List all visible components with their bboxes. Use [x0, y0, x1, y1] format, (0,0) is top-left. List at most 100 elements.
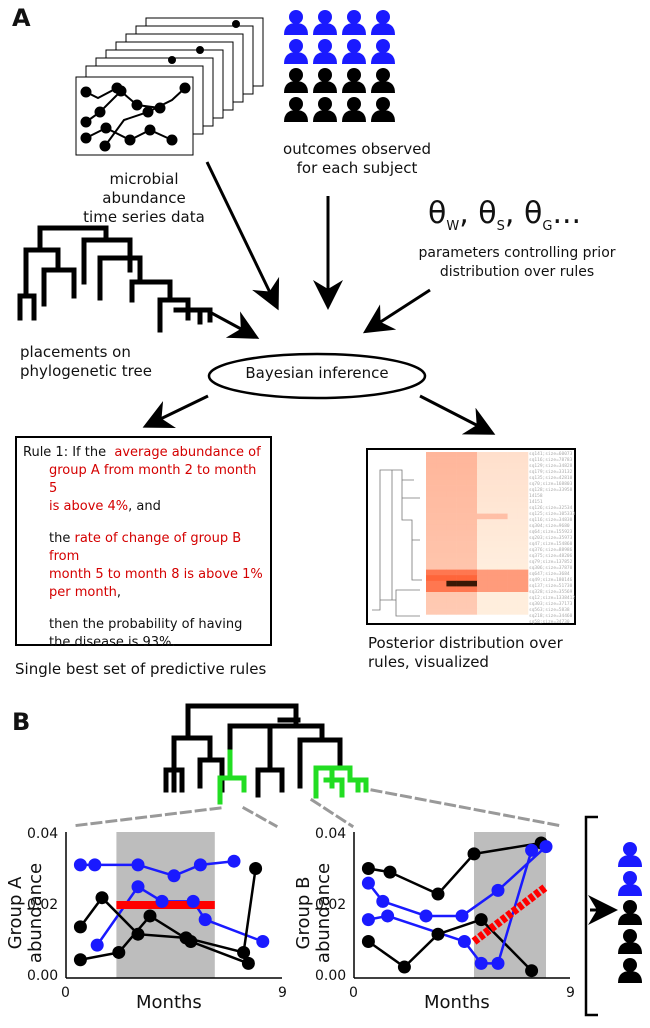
heatmap-cell: [497, 491, 508, 498]
params-label-line1: parameters controlling prior: [418, 245, 616, 261]
heatmap-cell: [477, 608, 488, 615]
heatmap-cell: [466, 485, 478, 492]
heatmap-cell: [466, 496, 478, 503]
heatmap-cell: [426, 552, 437, 559]
heatmap-cell: [456, 608, 468, 615]
heatmap-cell: [507, 569, 519, 576]
heatmap-cell: [517, 524, 529, 531]
tree-label: placements on phylogenetic tree: [20, 343, 152, 381]
heatmap-cell: [446, 508, 457, 514]
heatmap-cell: [436, 564, 447, 570]
outcomes-people-grid: [284, 10, 395, 122]
heatmap-cell: [487, 575, 498, 582]
theta-sub-w: W: [446, 219, 460, 234]
heatmap-cell: [517, 496, 529, 503]
heatmap-cell: [507, 536, 519, 542]
outcomes-label-line2: for each subject: [296, 159, 418, 177]
heatmap-row-label: sq12;size=1338412: [529, 596, 576, 601]
heatmap-cell: [436, 530, 447, 537]
heatmap-cell: [436, 468, 447, 475]
heatmap-cell: [507, 575, 519, 582]
heatmap-cell: [436, 496, 447, 503]
heatmap-cell: [466, 586, 478, 593]
heatmap-cell: [456, 530, 468, 537]
heatmap-cell: [517, 502, 529, 509]
heatmap-cell: [456, 592, 468, 598]
heatmap-cell: [466, 480, 478, 486]
heatmap-cell: [446, 463, 457, 470]
heatmap-cell: [507, 502, 519, 509]
heatmap-row-label: sq563;size=5838: [529, 608, 570, 613]
heatmap-cell: [456, 552, 468, 559]
heatmap-cell: [497, 592, 508, 598]
heatmap-cell: [466, 564, 478, 570]
heatmap-cell: [497, 480, 508, 486]
heatmap-cell: [436, 457, 447, 464]
heatmap-cell: [487, 463, 498, 470]
heatmap-cell: [436, 586, 447, 593]
heatmap-cell: [466, 592, 478, 598]
heatmap-row-label: sq58;size=34730: [529, 620, 570, 625]
heatmap-cell: [477, 485, 488, 492]
heatmap-cell: [477, 564, 488, 570]
series-point: [95, 891, 109, 905]
heatmap-cell: [477, 569, 488, 576]
heatmap-cell: [426, 468, 437, 475]
chart-a-xlabel: Months: [136, 992, 202, 1013]
heatmap-cell: [446, 496, 457, 503]
heatmap-cell: [477, 519, 488, 526]
microbial-label-line2: time series data: [83, 208, 205, 226]
heatmap-cell: [426, 474, 437, 481]
best-rules-label: Single best set of predictive rules: [15, 660, 267, 678]
heatmap-cell: [426, 513, 437, 520]
heatmap-cell: [487, 608, 498, 615]
series-point: [457, 935, 471, 948]
series-point: [167, 869, 181, 883]
heatmap-cell: [446, 480, 457, 486]
heatmap-cell: [436, 547, 447, 554]
heatmap-cell: [507, 608, 519, 615]
rule-prefix: Rule 1: If the: [23, 445, 107, 460]
theta-sub-s: S: [496, 219, 505, 234]
heatmap-cell: [436, 580, 447, 587]
heatmap-cell: [456, 463, 468, 470]
heatmap-cell: [446, 541, 457, 548]
heatmap-cell: [426, 519, 437, 526]
heatmap-row-label: sq64;size=155923: [529, 530, 573, 535]
heatmap-cell: [436, 463, 447, 470]
heatmap-cell: [436, 502, 447, 509]
heatmap-row-label: 14151: [529, 500, 543, 505]
heatmap-row-label: sq47;size=154860: [529, 542, 573, 547]
series-point: [361, 913, 375, 927]
rule-r2-line1: rate of change of group B from: [49, 531, 242, 564]
phylogenetic-tree-b: [70, 703, 564, 829]
heatmap-cell: [446, 513, 457, 520]
heatmap-cell: [517, 558, 529, 565]
chart-b-xlabel: Months: [424, 992, 490, 1013]
heatmap-cell: [497, 524, 508, 531]
panel-label-b: B: [12, 708, 31, 736]
heatmap-row-label: sq128;size=33958: [529, 488, 573, 493]
heatmap-row-label: sq179;size=33132: [529, 470, 573, 475]
heatmap-cell: [436, 541, 447, 548]
series-point: [193, 858, 207, 872]
chart-a-xtick-0: 0: [61, 985, 70, 1001]
heatmap-row-label: sq376;size=88986: [529, 548, 573, 553]
series-point: [397, 960, 411, 974]
series-point: [241, 956, 255, 970]
bracket-people: [618, 842, 642, 983]
rule-r1-line2: group A from month 2 to month 5: [49, 463, 257, 496]
heatmap-cell: [517, 508, 529, 514]
heatmap-cell: [477, 524, 488, 531]
series-point: [361, 876, 375, 890]
series-point: [73, 858, 87, 872]
heatmap-cell: [426, 558, 437, 565]
heatmap-cell: [446, 603, 457, 610]
heatmap-cell: [497, 508, 508, 514]
heatmap-cell: [477, 463, 488, 470]
heatmap-cell: [517, 541, 529, 548]
heatmap-cell: [436, 508, 447, 514]
heatmap-cell: [477, 597, 488, 604]
series-point: [419, 909, 433, 923]
heatmap-cell: [426, 586, 437, 593]
